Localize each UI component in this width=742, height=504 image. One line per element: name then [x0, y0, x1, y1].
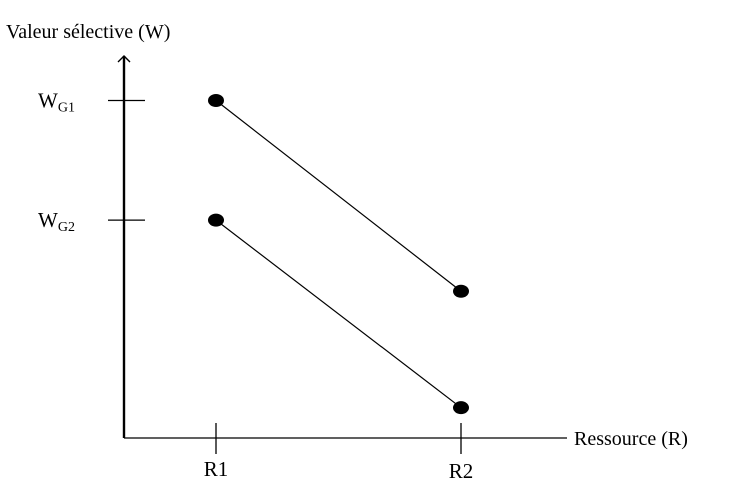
series-group — [208, 94, 469, 415]
x-tick-label-1: R1 — [204, 457, 229, 481]
y-tick-label-1: WG1 — [38, 89, 75, 116]
series-1-point-2 — [453, 284, 469, 298]
y-axis-label: Valeur sélective (W) — [6, 21, 170, 43]
y-tick-label-base: W — [38, 89, 58, 113]
y-tick-label-subscript: G1 — [58, 101, 75, 116]
series-1-point-1 — [208, 94, 224, 107]
y-tick-label-base: W — [38, 208, 58, 232]
series-2-point-2 — [453, 401, 469, 415]
series-2-point-1 — [208, 213, 224, 227]
x-axis-label: Ressource (R) — [574, 428, 688, 450]
y-tick-label-2: WG2 — [38, 208, 75, 235]
x-tick-label-2: R2 — [449, 459, 474, 483]
y-tick-label-subscript: G2 — [58, 220, 75, 235]
x-ticks-group: R1 R2 — [204, 423, 474, 483]
series-2-line — [215, 219, 462, 409]
series-1-line — [215, 100, 462, 292]
